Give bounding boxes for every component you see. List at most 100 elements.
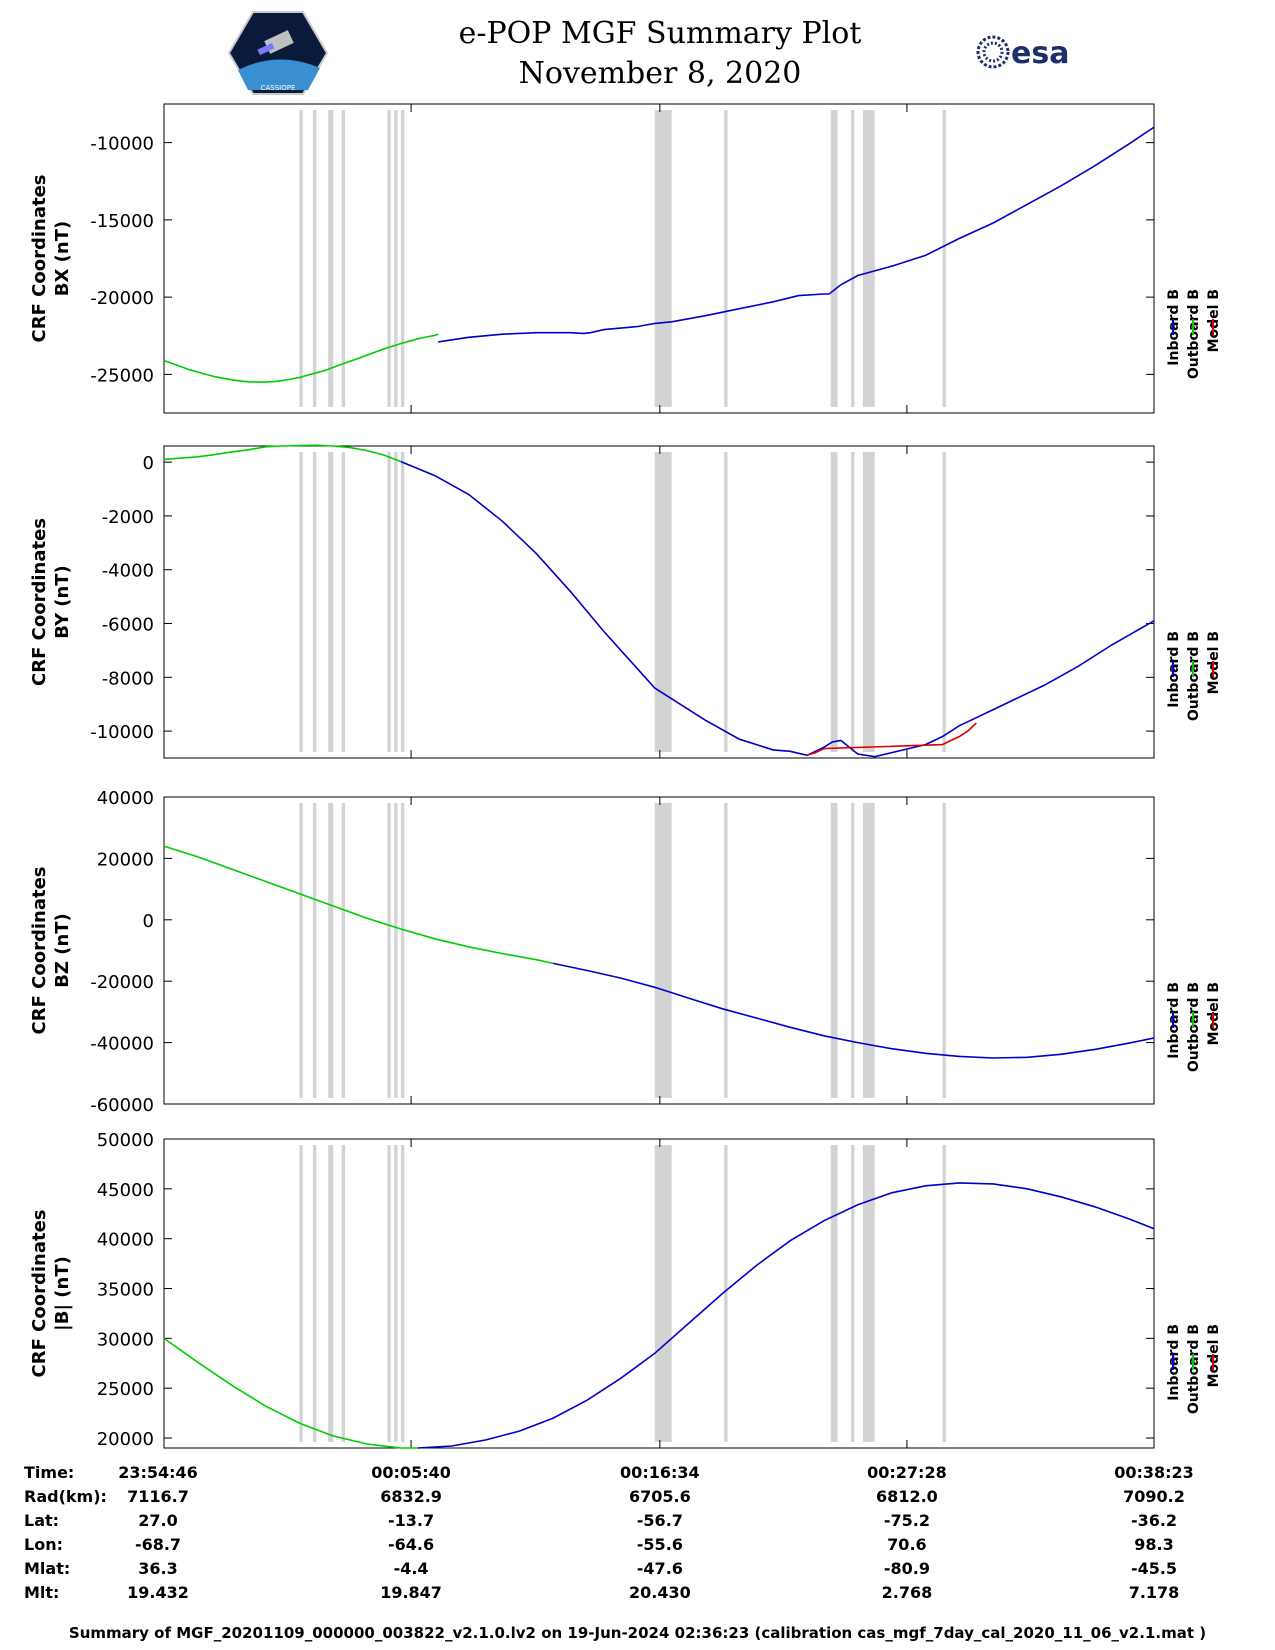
info-row-label: Lat: — [24, 1511, 60, 1530]
info-row-label: Mlat: — [24, 1559, 71, 1578]
info-cell: 23:54:46 — [118, 1463, 198, 1482]
gap-band — [387, 110, 391, 407]
info-cell: 7090.2 — [1123, 1487, 1185, 1506]
info-cell: -80.9 — [883, 1559, 930, 1578]
gap-band — [942, 110, 946, 407]
gap-band — [312, 110, 317, 407]
y-tick-label: -40000 — [90, 1034, 154, 1055]
gap-band — [724, 1145, 728, 1442]
gap-band — [830, 452, 838, 752]
gap-band — [851, 803, 855, 1098]
y-axis-label: CRF Coordinates — [29, 175, 50, 343]
gap-band — [312, 803, 317, 1098]
y-axis-label: BX (nT) — [52, 221, 73, 296]
gap-band — [724, 803, 728, 1098]
gap-band — [394, 110, 398, 407]
y-tick-label: -20000 — [90, 288, 154, 309]
series-inboard-b — [400, 460, 1155, 758]
gap-band — [851, 452, 855, 752]
title-line-1: e-POP MGF Summary Plot — [458, 16, 862, 51]
gap-band — [387, 452, 391, 752]
y-axis-label: BZ (nT) — [52, 913, 73, 988]
plot-title: e-POP MGF Summary Plot November 8, 2020 — [380, 14, 940, 94]
gap-band — [851, 1145, 855, 1442]
axes-frame — [163, 1138, 1155, 1449]
info-cell: 19.847 — [380, 1583, 442, 1602]
y-tick-label: 40000 — [97, 1230, 154, 1251]
gap-band — [862, 452, 875, 752]
gap-band — [341, 1145, 346, 1442]
gap-band — [942, 1145, 946, 1442]
info-cell: 00:27:28 — [867, 1463, 947, 1482]
info-cell: 6832.9 — [380, 1487, 442, 1506]
cassiope-logo-text: CASSIOPE — [261, 84, 296, 92]
info-cell: 98.3 — [1134, 1535, 1174, 1554]
gap-band — [299, 1145, 303, 1442]
gap-band — [654, 803, 672, 1098]
series-outboard-b — [163, 845, 554, 965]
y-tick-label: -10000 — [90, 722, 154, 743]
y-tick-label: -25000 — [90, 365, 154, 386]
y-tick-label: -8000 — [102, 668, 154, 689]
info-cell: -45.5 — [1130, 1559, 1178, 1578]
info-cell: 6812.0 — [876, 1487, 938, 1506]
gap-band — [387, 1145, 391, 1442]
y-tick-label: 0 — [143, 453, 154, 474]
y-tick-label: 25000 — [97, 1379, 154, 1400]
gap-band — [312, 1145, 317, 1442]
subplot-3: 40000 20000 0 -20000 -40000 -60000 CRF Coordin… — [29, 788, 1222, 1116]
info-cell: -64.6 — [388, 1535, 435, 1554]
info-cell: 2.768 — [881, 1583, 933, 1602]
gap-band — [341, 452, 346, 752]
gap-band — [654, 1145, 672, 1442]
subplot-4: 50000 45000 40000 35000 30000 25000 20000 CRF C… — [29, 1130, 1222, 1450]
gap-band — [830, 803, 838, 1098]
gap-band — [862, 110, 875, 407]
gap-band — [654, 452, 672, 752]
y-tick-label: 45000 — [97, 1180, 154, 1201]
y-axis-label: |B| (nT) — [52, 1256, 73, 1331]
info-cell: -75.2 — [883, 1511, 930, 1530]
y-tick-label: -4000 — [102, 561, 154, 582]
info-cell: 70.6 — [887, 1535, 927, 1554]
y-tick-label: -15000 — [90, 211, 154, 232]
subplot-1: -10000 -15000 -20000 -25000 CRF Coordinates B… — [29, 103, 1222, 414]
gap-band — [830, 110, 838, 407]
gap-band — [400, 452, 405, 752]
cassiope-mission-logo: CASSIOPE — [228, 11, 328, 95]
info-row-label: Lon: — [24, 1535, 63, 1554]
axes-frame — [163, 103, 1155, 414]
y-tick-label: -60000 — [90, 1095, 154, 1116]
esa-logo: esa — [976, 35, 1069, 71]
gap-band — [299, 110, 303, 407]
gap-band — [724, 110, 728, 407]
gap-band — [299, 803, 303, 1098]
esa-logo-text: esa — [1011, 36, 1069, 71]
info-cell: 6705.6 — [628, 1487, 691, 1506]
gap-band — [942, 803, 946, 1098]
info-row-label: Mlt: — [24, 1583, 60, 1602]
y-axis-label: BY (nT) — [52, 565, 73, 639]
gap-band — [299, 452, 303, 752]
y-tick-label: 20000 — [97, 849, 154, 870]
gap-band — [394, 452, 398, 752]
gap-band — [654, 110, 672, 407]
gap-band — [942, 452, 946, 752]
info-cell: 7.178 — [1128, 1583, 1180, 1602]
series-outboard-b — [163, 444, 402, 463]
series-outboard-b — [163, 1337, 418, 1449]
gap-band — [328, 452, 334, 752]
y-axis-label: CRF Coordinates — [29, 518, 50, 686]
info-cell: 00:16:34 — [620, 1463, 700, 1482]
info-row-label: Time: — [24, 1463, 75, 1482]
info-cell: -36.2 — [1130, 1511, 1178, 1530]
y-tick-label: -20000 — [90, 972, 154, 993]
info-row-label: Rad(km): — [24, 1487, 107, 1506]
y-tick-label: 30000 — [97, 1329, 154, 1350]
gap-band — [328, 110, 334, 407]
info-cell: -4.4 — [393, 1559, 429, 1578]
y-tick-label: 50000 — [97, 1130, 154, 1151]
gap-band — [400, 1145, 405, 1442]
gap-band — [328, 803, 334, 1098]
y-tick-label: -10000 — [90, 134, 154, 155]
